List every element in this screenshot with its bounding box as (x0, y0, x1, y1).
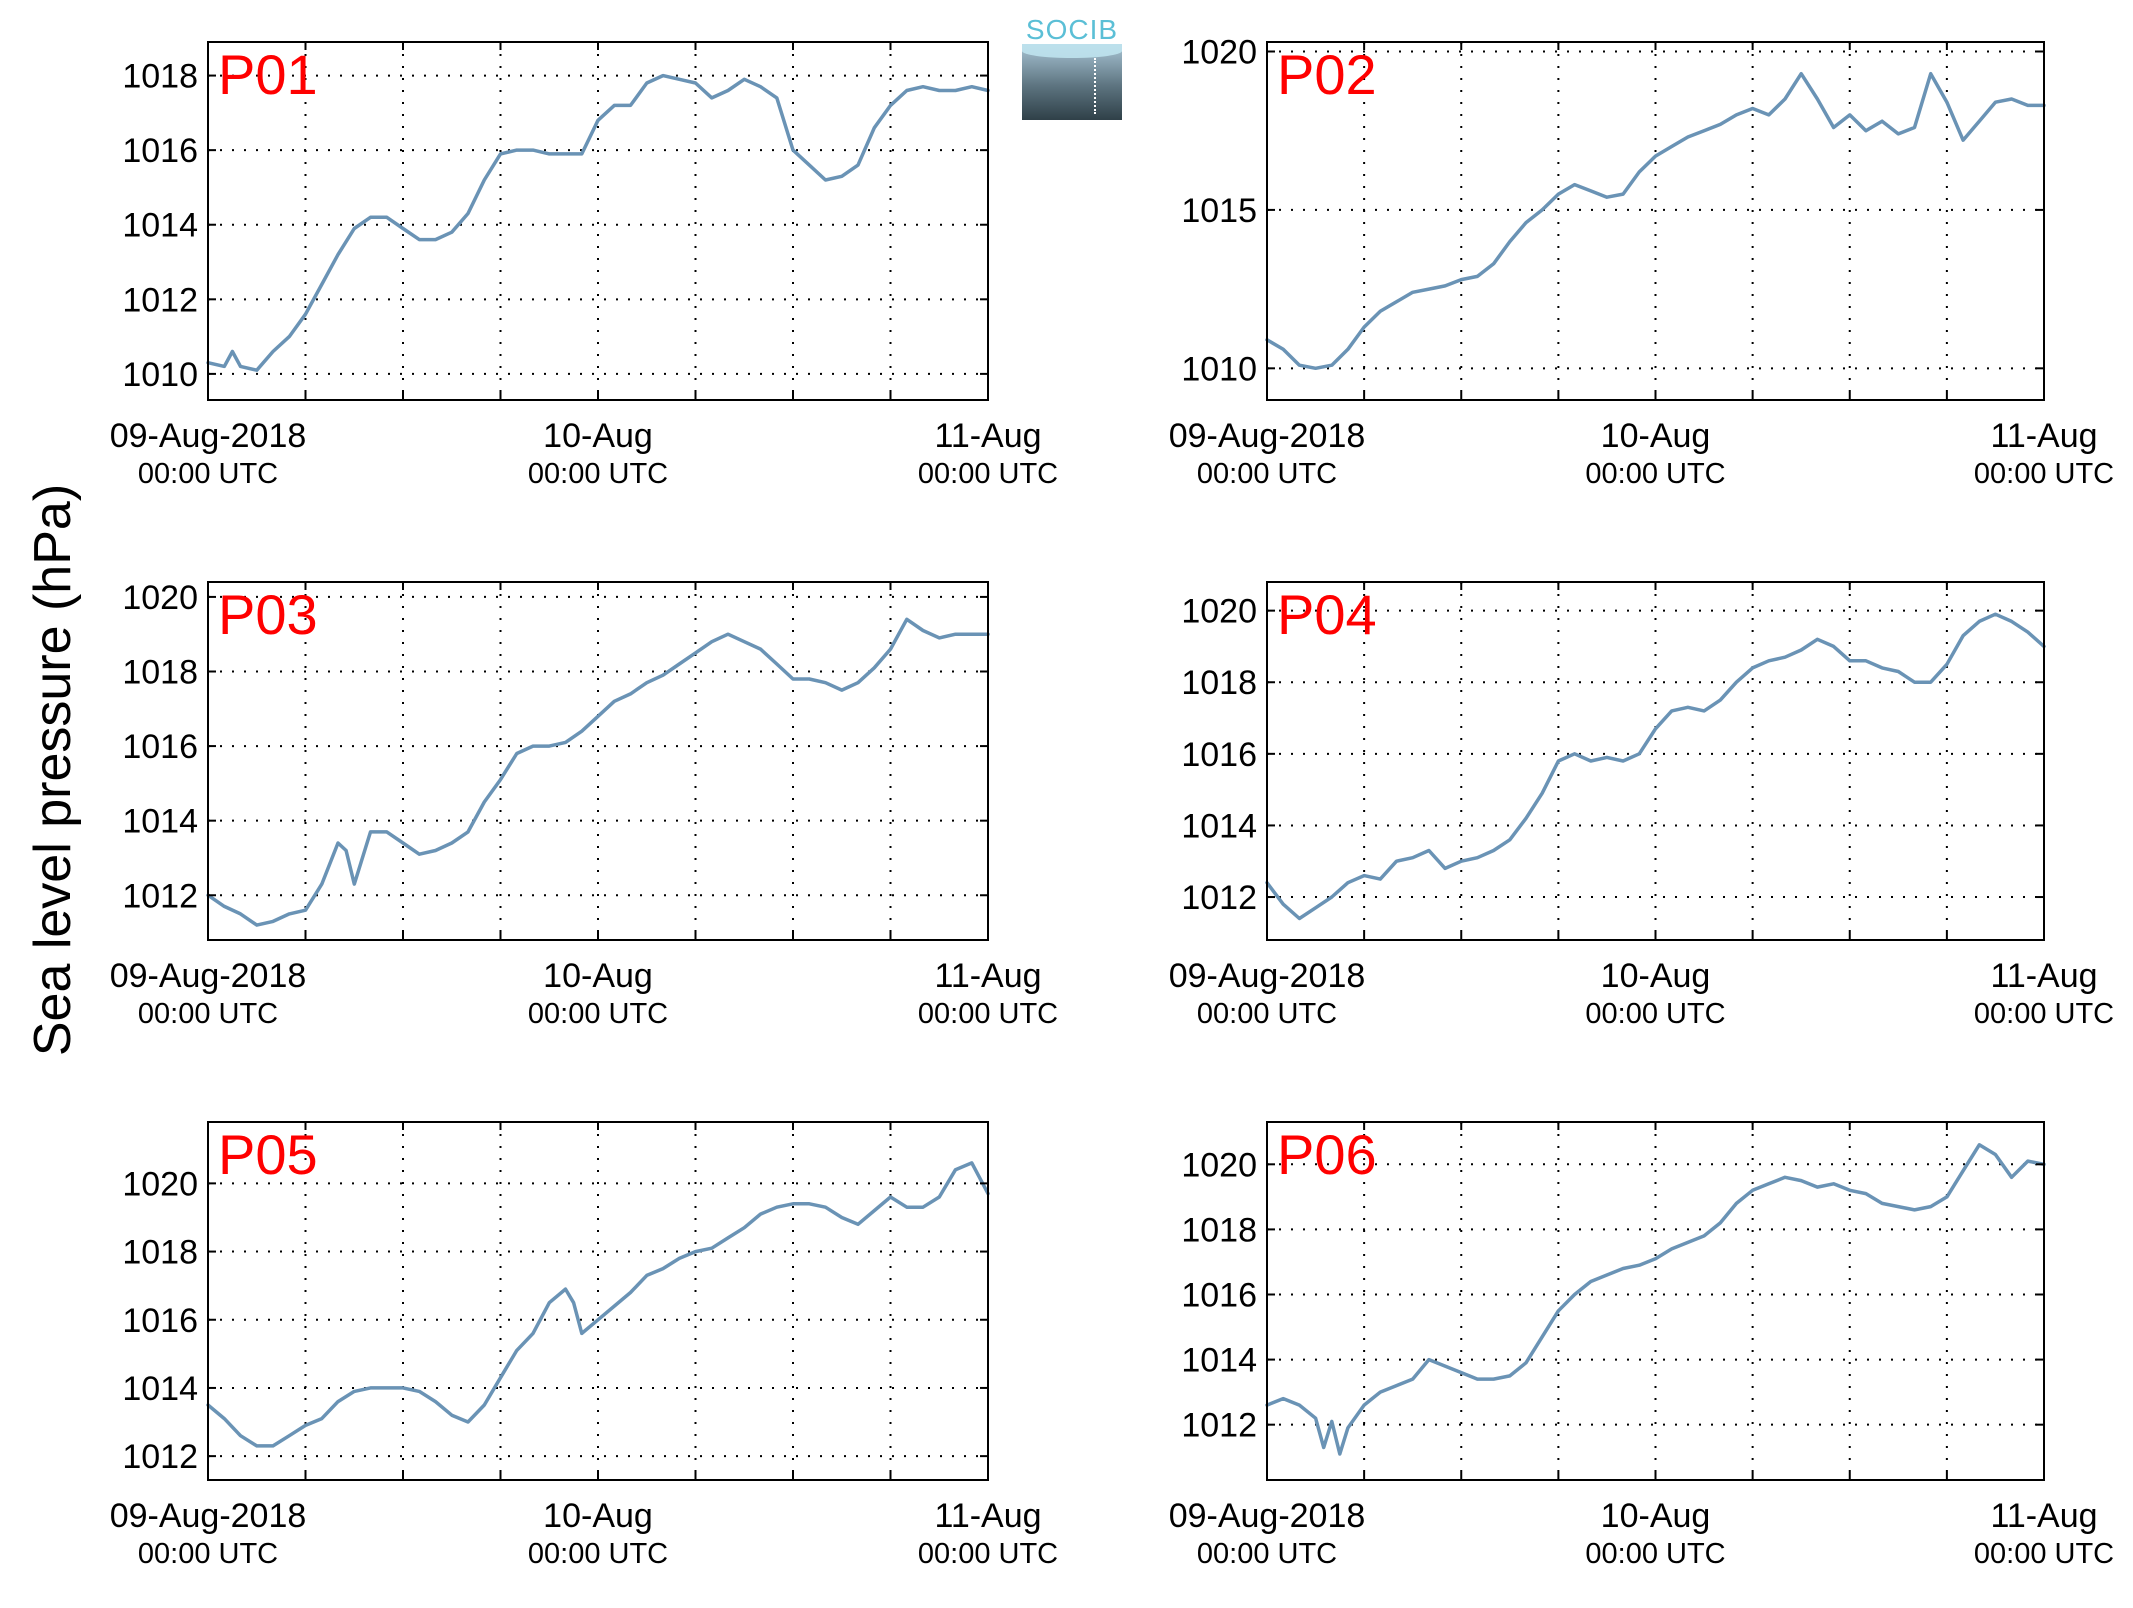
axes-frame (207, 41, 989, 401)
y-tick-label: 1018 (1181, 1211, 1257, 1249)
x-tick-label-time: 00:00 UTC (138, 458, 278, 490)
y-tick-label: 1016 (1181, 1276, 1257, 1314)
station-label: P04 (1277, 583, 1377, 646)
socib-logo-dots (1094, 58, 1096, 114)
station-label: P05 (218, 1123, 318, 1186)
x-tick-label-date: 11-Aug (934, 1497, 1041, 1535)
pressure-series-line (206, 73, 990, 372)
y-tick-label: 1015 (1181, 192, 1257, 230)
x-tick-label-date: 10-Aug (543, 957, 653, 995)
x-tick-label-date: 09-Aug-2018 (110, 1497, 307, 1535)
y-tick-label: 1012 (1181, 879, 1257, 917)
x-tick-label-time: 00:00 UTC (528, 458, 668, 490)
station-label: P01 (218, 43, 318, 106)
y-tick-label: 1020 (1181, 34, 1257, 72)
station-label: P02 (1277, 43, 1377, 106)
x-tick-label-date: 09-Aug-2018 (110, 417, 307, 455)
x-tick-label-time: 00:00 UTC (1974, 998, 2114, 1030)
x-tick-label-date: 10-Aug (1601, 417, 1711, 455)
y-axis-label: Sea level pressure (hPa) (24, 484, 82, 1056)
pressure-series-line (206, 617, 990, 927)
y-tick-label: 1016 (122, 132, 198, 170)
y-tick-label: 1018 (122, 58, 198, 96)
pressure-series-line (1265, 71, 2046, 371)
x-tick-label-date: 11-Aug (934, 417, 1041, 455)
socib-logo-wave (1022, 44, 1122, 58)
y-tick-label: 1010 (122, 356, 198, 394)
x-tick-label-time: 00:00 UTC (138, 998, 278, 1030)
y-tick-label: 1018 (1181, 664, 1257, 702)
axes-frame (1266, 1121, 2045, 1481)
x-tick-label-date: 11-Aug (1990, 957, 2097, 995)
x-tick-label-date: 10-Aug (1601, 1497, 1711, 1535)
x-tick-label-time: 00:00 UTC (138, 1538, 278, 1570)
y-tick-label: 1014 (122, 207, 198, 245)
x-tick-label-date: 11-Aug (934, 957, 1041, 995)
x-tick-label-date: 11-Aug (1990, 1497, 2097, 1535)
socib-logo-text: SOCIB (1025, 14, 1119, 45)
y-tick-label: 1012 (122, 281, 198, 319)
y-tick-label: 1016 (122, 728, 198, 766)
y-tick-label: 1014 (1181, 807, 1257, 845)
axes-frame (207, 1121, 989, 1481)
y-tick-label: 1018 (122, 1234, 198, 1272)
x-tick-label-time: 00:00 UTC (1585, 458, 1725, 490)
pressure-series-line (1265, 612, 2046, 921)
y-tick-label: 1014 (122, 803, 198, 841)
y-tick-label: 1010 (1181, 350, 1257, 388)
pressure-series-line (1265, 1143, 2046, 1456)
x-tick-label-date: 09-Aug-2018 (1169, 957, 1366, 995)
y-tick-label: 1020 (122, 1165, 198, 1203)
y-tick-label: 1016 (122, 1302, 198, 1340)
y-tick-label: 1020 (1181, 1146, 1257, 1184)
station-label: P06 (1277, 1123, 1377, 1186)
x-tick-label-date: 11-Aug (1990, 417, 2097, 455)
x-tick-label-time: 00:00 UTC (1585, 1538, 1725, 1570)
axes-frame (1266, 41, 2045, 401)
y-tick-label: 1014 (122, 1370, 198, 1408)
axes-frame (207, 581, 989, 941)
x-tick-label-time: 00:00 UTC (1197, 458, 1337, 490)
x-tick-label-time: 00:00 UTC (1974, 1538, 2114, 1570)
socib-logo: SOCIB (1022, 14, 1122, 120)
x-tick-label-time: 00:00 UTC (918, 1538, 1058, 1570)
x-tick-label-time: 00:00 UTC (1197, 1538, 1337, 1570)
x-tick-label-date: 10-Aug (1601, 957, 1711, 995)
x-tick-label-date: 10-Aug (543, 1497, 653, 1535)
x-tick-label-date: 09-Aug-2018 (1169, 1497, 1366, 1535)
y-tick-label: 1018 (122, 654, 198, 692)
x-tick-label-date: 09-Aug-2018 (110, 957, 307, 995)
x-tick-label-date: 09-Aug-2018 (1169, 417, 1366, 455)
axes-frame (1266, 581, 2045, 941)
x-tick-label-time: 00:00 UTC (1585, 998, 1725, 1030)
station-label: P03 (218, 583, 318, 646)
y-tick-label: 1016 (1181, 736, 1257, 774)
x-tick-label-time: 00:00 UTC (528, 998, 668, 1030)
x-tick-label-time: 00:00 UTC (528, 1538, 668, 1570)
x-tick-label-date: 10-Aug (543, 417, 653, 455)
x-tick-label-time: 00:00 UTC (918, 458, 1058, 490)
pressure-series-line (206, 1161, 990, 1448)
y-tick-label: 1020 (1181, 593, 1257, 631)
x-tick-label-time: 00:00 UTC (1197, 998, 1337, 1030)
y-tick-label: 1020 (122, 579, 198, 617)
y-tick-label: 1012 (1181, 1407, 1257, 1445)
x-tick-label-time: 00:00 UTC (918, 998, 1058, 1030)
y-tick-label: 1012 (122, 877, 198, 915)
y-tick-label: 1012 (122, 1438, 198, 1476)
y-tick-label: 1014 (1181, 1342, 1257, 1380)
x-tick-label-time: 00:00 UTC (1974, 458, 2114, 490)
